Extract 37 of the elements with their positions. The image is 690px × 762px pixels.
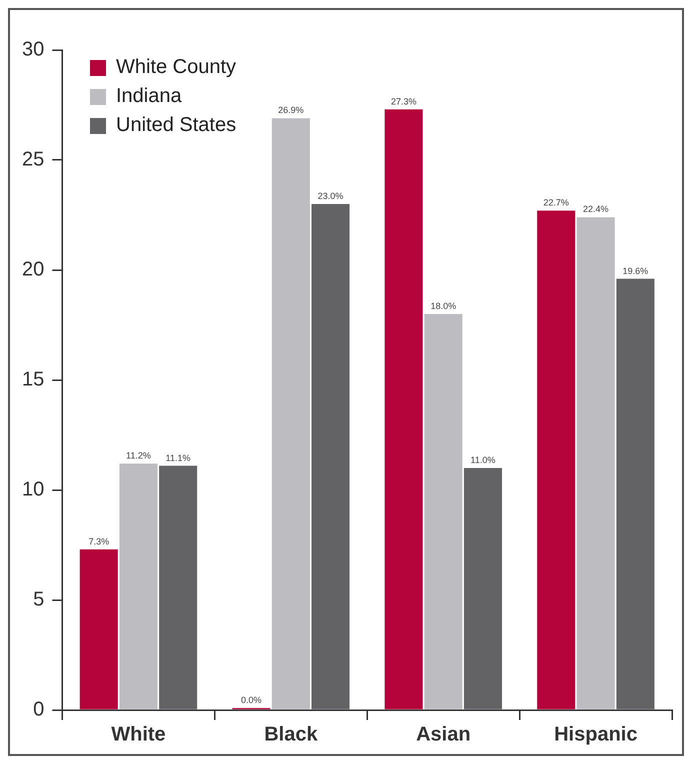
data-label: 11.2% [126, 450, 151, 461]
bar [424, 314, 462, 710]
bar [616, 278, 654, 710]
bar [80, 549, 118, 710]
legend-label: Indiana [116, 85, 182, 108]
y-tick-label: 15 [22, 368, 44, 391]
bar [537, 210, 576, 710]
y-tick-label: 25 [22, 148, 44, 171]
data-label: 26.9% [278, 105, 304, 116]
x-tick-label: Hispanic [554, 724, 638, 746]
data-label: 19.6% [622, 266, 648, 276]
legend-label: White County [116, 56, 236, 79]
data-label: 7.3% [88, 536, 110, 546]
data-label: 27.3% [390, 96, 416, 106]
y-tick-label: 10 [22, 478, 44, 501]
bar [119, 464, 158, 710]
data-label: 18.0% [430, 300, 456, 311]
bar [464, 468, 502, 710]
y-tick-label: 0 [33, 698, 44, 721]
data-label: 11.1% [166, 452, 191, 463]
data-label: 0.0% [241, 694, 262, 705]
y-tick-label: 30 [22, 38, 44, 61]
bar [576, 217, 615, 710]
data-label: 11.0% [470, 454, 496, 465]
bar [159, 466, 198, 710]
bar [272, 118, 310, 710]
data-label: 23.0% [318, 190, 344, 201]
y-tick-label: 20 [22, 258, 44, 281]
x-tick-label: White [111, 724, 166, 746]
bar [312, 204, 350, 710]
data-label: 22.4% [583, 204, 609, 214]
y-tick-label: 5 [33, 588, 44, 611]
x-tick-label: Asian [416, 724, 471, 746]
x-tick-label: Black [264, 724, 318, 746]
bar [384, 109, 423, 710]
data-label: 22.7% [543, 198, 569, 208]
legend-label: United States [116, 114, 236, 137]
